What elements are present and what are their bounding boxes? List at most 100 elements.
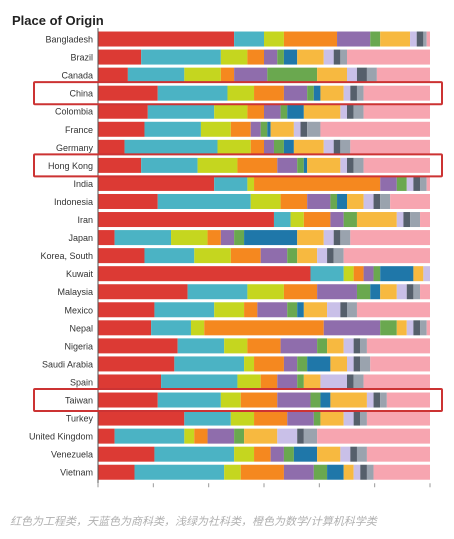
category-label: Canada: [61, 71, 93, 81]
bar-segment: [343, 266, 354, 282]
bar-segment: [187, 284, 248, 300]
bar-segment: [141, 157, 198, 173]
bar-segment: [220, 67, 235, 83]
bar-segment: [343, 464, 354, 480]
category-label: Korea, South: [40, 251, 93, 261]
bar-segment: [350, 139, 430, 155]
bar-segment: [323, 139, 334, 155]
bar-segment: [270, 446, 284, 462]
bar-segment: [366, 392, 374, 408]
category-label: Spain: [70, 377, 93, 387]
bar-segment: [347, 356, 354, 372]
bar-segment: [184, 67, 221, 83]
bar-segment: [161, 374, 238, 390]
chart-svg: Place of Origin Bangladesh Brazil Canada Chi…: [12, 13, 443, 488]
bar-segment: [330, 212, 344, 228]
bar-segment: [420, 212, 430, 228]
bar-segment: [141, 49, 221, 65]
bar-segment: [333, 139, 341, 155]
category-label: Venezuela: [51, 450, 93, 460]
bar-segment: [277, 49, 284, 65]
bar-segment: [98, 320, 152, 336]
bar-segment: [277, 428, 298, 444]
bar-segment: [220, 49, 248, 65]
bar-segment: [250, 121, 261, 137]
bar-segment: [144, 121, 201, 137]
bar-segment: [303, 428, 318, 444]
bar-segment: [98, 49, 142, 65]
bar-segment: [244, 302, 258, 318]
bar-segment: [230, 248, 261, 264]
bar-segment: [307, 121, 321, 137]
bar-segment: [224, 464, 241, 480]
bar-segment: [98, 230, 115, 246]
bar-segment: [273, 212, 291, 228]
bar-segment: [98, 121, 145, 137]
bar-segment: [353, 103, 364, 119]
bar-segment: [396, 175, 407, 191]
bar-segment: [98, 392, 158, 408]
bar-segment: [347, 67, 357, 83]
bar-segment: [98, 103, 148, 119]
bar-segment: [234, 446, 255, 462]
chart-caption: 红色为工程类，天蓝色为商科类，浅绿为社科类，橙色为数学/计算机科学类: [10, 515, 377, 528]
bar-segment: [380, 175, 397, 191]
bar-segment: [297, 157, 304, 173]
bar-segment: [297, 428, 304, 444]
bar-segment: [297, 374, 304, 390]
bar-segment: [380, 320, 397, 336]
bar-segment: [416, 31, 424, 47]
bar-segment: [347, 157, 354, 173]
bar-segment: [310, 266, 344, 282]
bar-segment: [124, 139, 218, 155]
bar-segment: [214, 302, 245, 318]
bar-segment: [340, 49, 347, 65]
bar-segment: [287, 410, 314, 426]
bar-segment: [247, 49, 264, 65]
bar-segment: [317, 284, 357, 300]
bar-segment: [347, 374, 354, 390]
bar-segment: [366, 410, 430, 426]
bar-segment: [247, 175, 255, 191]
bar-segment: [134, 464, 225, 480]
bar-segment: [98, 428, 115, 444]
bar-segment: [363, 193, 374, 209]
bar-segment: [157, 193, 251, 209]
bar-segment: [373, 392, 381, 408]
bar-segment: [220, 230, 235, 246]
bar-segment: [171, 230, 208, 246]
bar-segment: [327, 338, 344, 354]
bar-segment: [250, 193, 281, 209]
bar-segment: [240, 392, 278, 408]
bar-segment: [320, 374, 347, 390]
bar-segment: [280, 193, 308, 209]
bar-segment: [283, 464, 314, 480]
bar-segment: [254, 446, 271, 462]
bar-segment: [303, 212, 331, 228]
bar-segment: [380, 284, 397, 300]
bar-segment: [307, 193, 331, 209]
bar-segment: [413, 175, 421, 191]
bar-segment: [267, 67, 318, 83]
bar-segment: [247, 284, 284, 300]
bar-segment: [366, 446, 430, 462]
bar-segment: [420, 284, 430, 300]
bar-segment: [330, 356, 347, 372]
bar-segment: [247, 338, 281, 354]
bar-segment: [127, 67, 185, 83]
bar-segment: [204, 320, 324, 336]
bar-segment: [283, 49, 298, 65]
bar-segment: [310, 392, 321, 408]
bar-segment: [98, 356, 175, 372]
bar-segment: [363, 85, 430, 101]
bar-segment: [356, 212, 397, 228]
bar-segment: [224, 338, 248, 354]
bar-segment: [426, 175, 430, 191]
bar-segment: [237, 157, 278, 173]
category-label: Saudi Arabia: [42, 359, 93, 369]
bar-segment: [154, 446, 235, 462]
bar-segment: [98, 302, 155, 318]
bar-segment: [277, 392, 311, 408]
bar-segment: [98, 157, 142, 173]
bar-segment: [410, 212, 421, 228]
